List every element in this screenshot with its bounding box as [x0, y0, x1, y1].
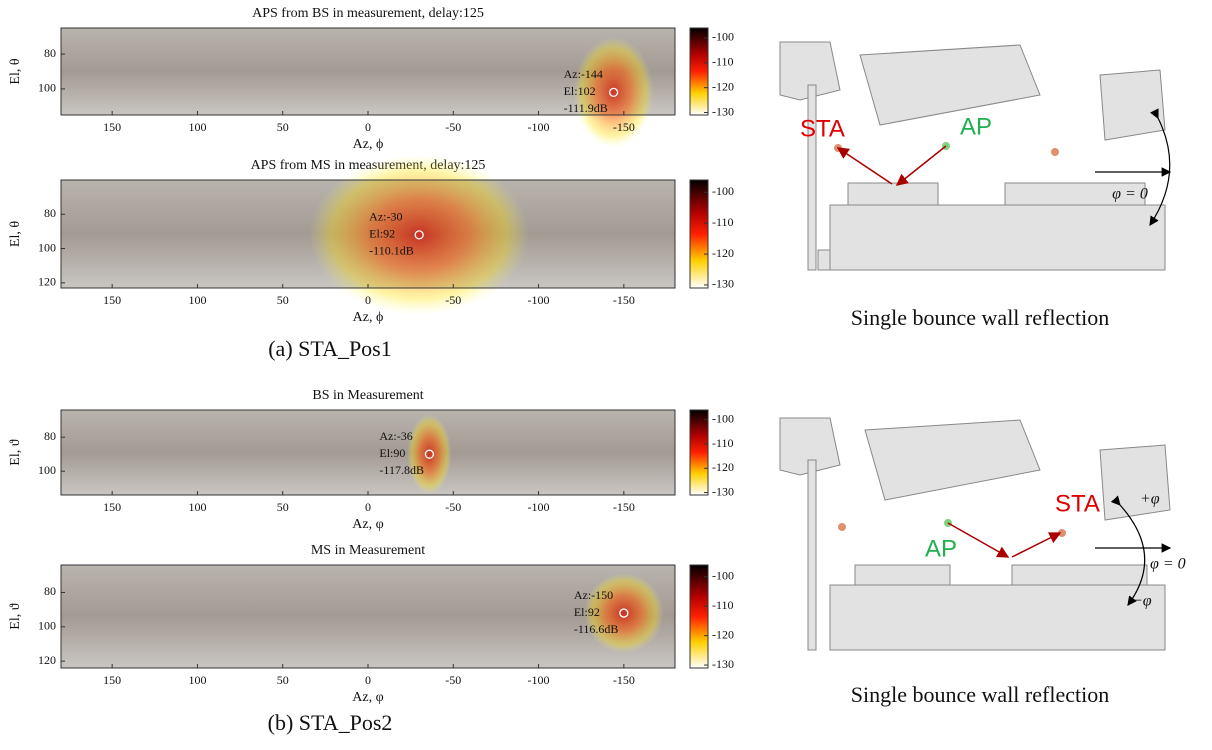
y-tick-label: 100 — [38, 619, 56, 633]
sta-label: STA — [1055, 490, 1100, 517]
colorbar-tick-label: -130 — [712, 104, 734, 118]
y-tick-label: 80 — [44, 46, 56, 60]
x-tick-label: 150 — [103, 293, 121, 307]
peak-annotation: -110.1dB — [369, 244, 414, 258]
peak-annotation: El:92 — [574, 605, 600, 619]
x-tick-label: 150 — [103, 500, 121, 514]
angle-label: −φ — [1132, 593, 1152, 610]
x-tick-label: 0 — [365, 293, 371, 307]
heat-blob — [309, 155, 529, 315]
x-tick-label: -100 — [528, 120, 550, 134]
peak-annotation: El:102 — [564, 84, 596, 98]
plot-title: MS in Measurement — [311, 543, 425, 558]
caption: (b) STA_Pos2 — [268, 710, 393, 735]
plot-title: BS in Measurement — [312, 388, 423, 403]
diagram: STA AP φ = 0 Single bounce wall reflecti… — [780, 42, 1170, 330]
x-tick-label: 50 — [277, 673, 289, 687]
ap-label: AP — [960, 113, 992, 140]
x-tick-label: 0 — [365, 120, 371, 134]
colorbar-tick-label: -120 — [712, 460, 734, 474]
peak-annotation: -111.9dB — [564, 101, 608, 115]
y-tick-label: 120 — [38, 653, 56, 667]
x-tick-label: -150 — [613, 673, 635, 687]
colorbar — [690, 28, 708, 115]
colorbar-tick-label: -100 — [712, 411, 734, 425]
colorbar-tick-label: -100 — [712, 30, 734, 44]
peak-annotation: Az:-144 — [564, 67, 603, 81]
panorama — [61, 410, 675, 495]
x-axis-label: Az, φ — [352, 690, 383, 705]
x-tick-label: -50 — [445, 673, 461, 687]
x-tick-label: -150 — [613, 293, 635, 307]
x-tick-label: -50 — [445, 500, 461, 514]
y-axis-label: El, θ — [8, 58, 23, 84]
x-tick-label: -150 — [613, 500, 635, 514]
figure: STA AP φ = 0 Single bounce wall reflecti… — [0, 0, 1212, 745]
peak-annotation: -116.6dB — [574, 622, 619, 636]
x-tick-label: -50 — [445, 293, 461, 307]
colorbar-tick-label: -130 — [712, 657, 734, 671]
x-tick-label: -100 — [528, 673, 550, 687]
x-tick-label: 0 — [365, 673, 371, 687]
peak-annotation: El:92 — [369, 227, 395, 241]
x-tick-label: 150 — [103, 673, 121, 687]
x-tick-label: -50 — [445, 120, 461, 134]
colorbar-tick-label: -110 — [712, 55, 734, 69]
y-axis-label: El, θ — [8, 221, 23, 247]
colorbar-tick-label: -120 — [712, 246, 734, 260]
heat-blob — [407, 414, 451, 494]
x-tick-label: -100 — [528, 500, 550, 514]
x-tick-label: 100 — [188, 293, 206, 307]
y-tick-label: 100 — [38, 240, 56, 254]
y-tick-label: 80 — [44, 206, 56, 220]
colorbar-tick-label: -100 — [712, 184, 734, 198]
colorbar-tick-label: -110 — [712, 215, 734, 229]
colorbar — [690, 565, 708, 668]
colorbar-tick-label: -130 — [712, 484, 734, 498]
angle-label: φ = 0 — [1112, 186, 1148, 203]
x-axis-label: Az, φ — [352, 517, 383, 532]
peak-annotation: Az:-36 — [379, 429, 412, 443]
ap-label: AP — [925, 535, 957, 562]
colorbar — [690, 410, 708, 495]
caption: (a) STA_Pos1 — [268, 336, 392, 361]
colorbar-tick-label: -110 — [712, 436, 734, 450]
x-tick-label: 100 — [188, 120, 206, 134]
colorbar-tick-label: -110 — [712, 598, 734, 612]
x-tick-label: -150 — [613, 120, 635, 134]
plot-title: APS from BS in measurement, delay:125 — [252, 6, 484, 21]
y-axis-label: El, ϑ — [8, 439, 23, 465]
y-axis-label: El, ϑ — [8, 603, 23, 629]
peak-annotation: -117.8dB — [379, 463, 424, 477]
colorbar-tick-label: -100 — [712, 569, 734, 583]
colorbar-tick-label: -120 — [712, 79, 734, 93]
peak-annotation: Az:-30 — [369, 210, 402, 224]
diagram-caption: Single bounce wall reflection — [851, 682, 1109, 707]
colorbar-tick-label: -130 — [712, 277, 734, 291]
peak-annotation: El:90 — [379, 446, 405, 460]
y-tick-label: 100 — [38, 81, 56, 95]
colorbar — [690, 180, 708, 288]
x-axis-label: Az, ϕ — [353, 137, 384, 152]
x-tick-label: 0 — [365, 500, 371, 514]
x-axis-label: Az, ϕ — [353, 310, 384, 325]
diagram-caption: Single bounce wall reflection — [851, 305, 1109, 330]
y-tick-label: 100 — [38, 463, 56, 477]
x-tick-label: -100 — [528, 293, 550, 307]
x-tick-label: 100 — [188, 673, 206, 687]
y-tick-label: 80 — [44, 584, 56, 598]
x-tick-label: 50 — [277, 120, 289, 134]
x-tick-label: 100 — [188, 500, 206, 514]
y-tick-label: 80 — [44, 429, 56, 443]
x-tick-label: 150 — [103, 120, 121, 134]
x-tick-label: 50 — [277, 500, 289, 514]
diagram: STA AP +φ φ = 0 −φ Single bounce wall re… — [780, 418, 1186, 707]
y-tick-label: 120 — [38, 275, 56, 289]
x-tick-label: 50 — [277, 293, 289, 307]
angle-label: +φ — [1140, 491, 1160, 508]
angle-label: φ = 0 — [1150, 556, 1186, 573]
peak-annotation: Az:-150 — [574, 588, 613, 602]
sta-label: STA — [800, 115, 845, 142]
colorbar-tick-label: -120 — [712, 627, 734, 641]
